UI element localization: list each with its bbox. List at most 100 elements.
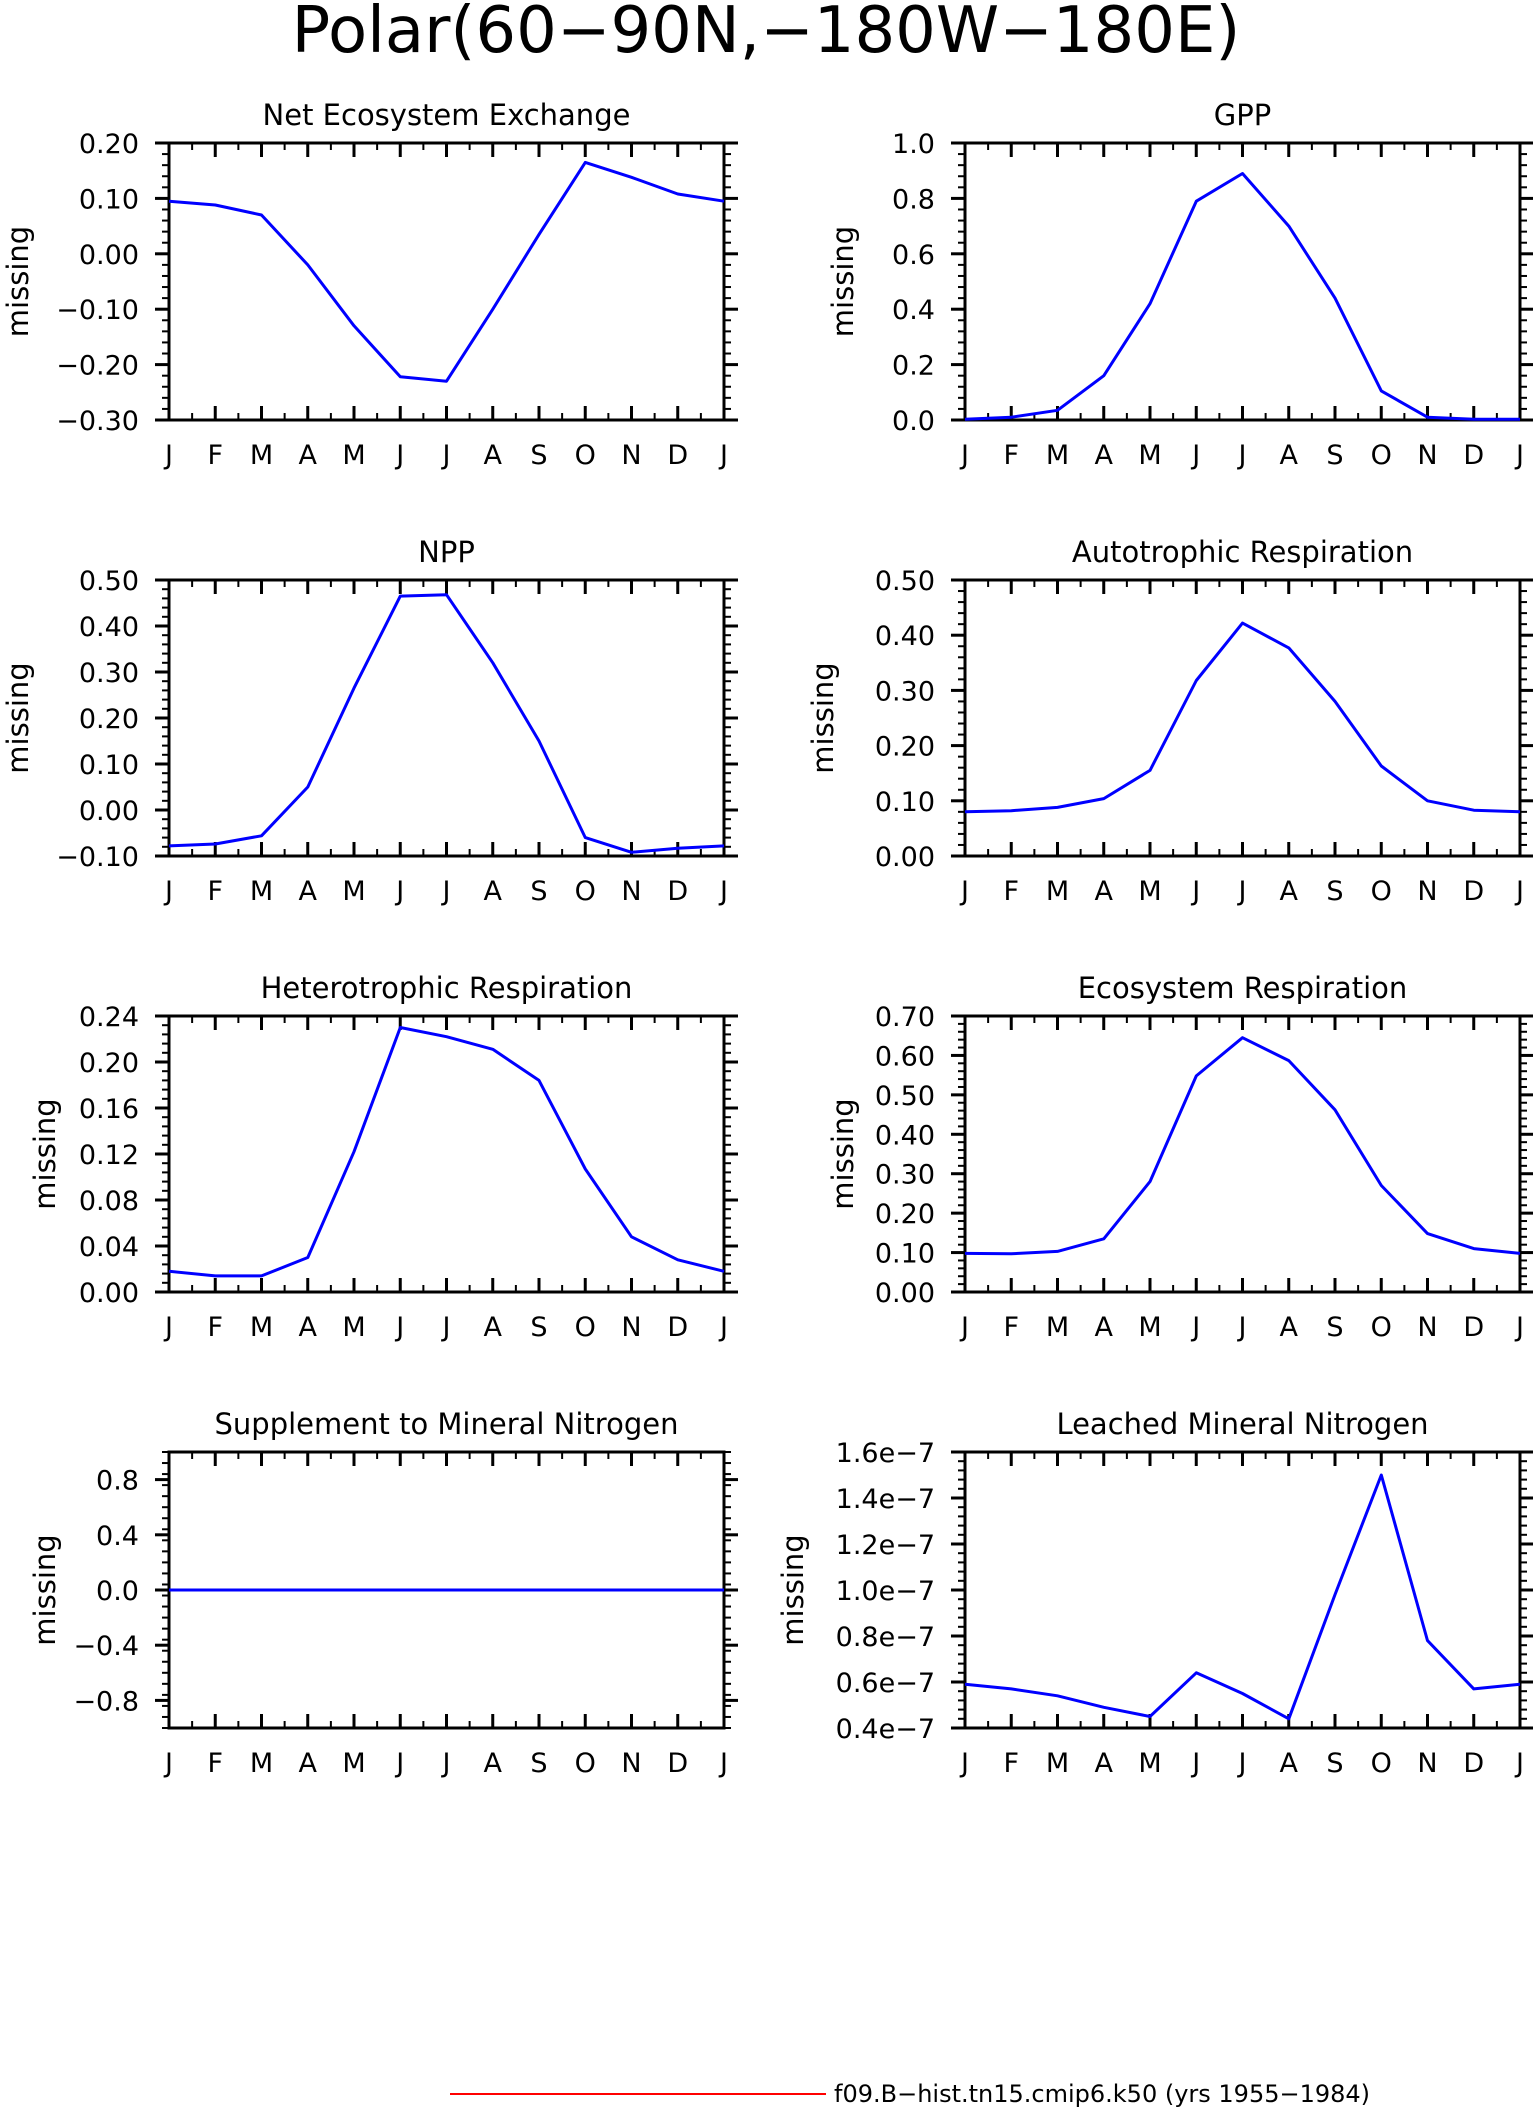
x-tick-label: M xyxy=(250,1748,273,1779)
x-tick-label: J xyxy=(718,1748,728,1779)
x-tick-label: O xyxy=(1371,1312,1392,1343)
y-tick-label: 0.00 xyxy=(79,1278,139,1309)
y-axis-label: missing xyxy=(776,1534,810,1645)
x-tick-label: S xyxy=(530,876,547,907)
x-tick-label: N xyxy=(621,1312,641,1343)
x-tick-label: F xyxy=(1003,1312,1019,1343)
x-tick-label: A xyxy=(299,876,318,907)
y-tick-label: 0.20 xyxy=(875,732,935,763)
x-tick-label: J xyxy=(959,876,969,907)
x-tick-label: D xyxy=(1463,1312,1484,1343)
y-tick-label: 1.0 xyxy=(892,129,935,160)
x-tick-label: N xyxy=(1417,1748,1437,1779)
series-line-1 xyxy=(168,1026,725,1278)
series-line-1 xyxy=(168,160,725,383)
x-tick-label: M xyxy=(342,876,365,907)
y-tick-label: 0.40 xyxy=(79,612,139,643)
x-tick-label: J xyxy=(1514,1312,1524,1343)
x-tick-label: M xyxy=(250,440,273,471)
x-tick-label: J xyxy=(1514,1748,1524,1779)
x-tick-label: A xyxy=(1095,876,1114,907)
series-line-1 xyxy=(964,1473,1521,1721)
plot-frame xyxy=(963,1450,1522,1730)
plot-frame xyxy=(167,1014,726,1294)
x-tick-label: O xyxy=(1371,876,1392,907)
x-tick-label: N xyxy=(621,876,641,907)
y-tick-label: −0.4 xyxy=(73,1631,139,1662)
y-tick-label: 0.50 xyxy=(875,1081,935,1112)
y-tick-label: 0.10 xyxy=(79,184,139,215)
x-tick-label: A xyxy=(1280,1312,1299,1343)
legend: f09.B−hist.tn15.cmip6.k50 (yrs 1955−1984… xyxy=(450,2080,1370,2108)
x-tick-label: D xyxy=(667,1312,688,1343)
x-tick-label: M xyxy=(1046,1312,1069,1343)
x-tick-label: M xyxy=(1046,876,1069,907)
x-tick-label: N xyxy=(621,1748,641,1779)
page-title: Polar(60−90N,−180W−180E) xyxy=(292,0,1241,68)
y-tick-label: 0.8e−7 xyxy=(836,1622,935,1653)
y-tick-label: 0.16 xyxy=(79,1094,139,1125)
x-tick-label: S xyxy=(1326,1312,1343,1343)
x-tick-label: J xyxy=(163,1748,173,1779)
series-line-1 xyxy=(168,593,725,854)
y-axis-label: missing xyxy=(1,226,35,337)
y-tick-label: 0.20 xyxy=(79,1048,139,1079)
y-tick-label: 1.4e−7 xyxy=(836,1484,935,1515)
x-tick-label: J xyxy=(718,440,728,471)
x-tick-label: J xyxy=(441,1748,451,1779)
y-tick-label: 0.08 xyxy=(79,1186,139,1217)
plot-frame xyxy=(963,578,1522,858)
chart-title: Supplement to Mineral Nitrogen xyxy=(215,1407,679,1441)
x-tick-label: S xyxy=(530,1312,547,1343)
x-tick-label: F xyxy=(1003,876,1019,907)
y-tick-label: 0.20 xyxy=(79,704,139,735)
x-tick-label: J xyxy=(441,876,451,907)
x-tick-label: A xyxy=(1280,440,1299,471)
y-tick-label: 0.50 xyxy=(875,566,935,597)
x-tick-label: S xyxy=(530,1748,547,1779)
y-tick-label: 0.00 xyxy=(875,842,935,873)
y-tick-label: 0.40 xyxy=(875,621,935,652)
x-tick-label: S xyxy=(1326,1748,1343,1779)
x-tick-label: J xyxy=(394,1312,404,1343)
x-tick-label: A xyxy=(1095,1312,1114,1343)
x-tick-label: J xyxy=(394,1748,404,1779)
x-tick-label: N xyxy=(1417,1312,1437,1343)
x-tick-label: J xyxy=(718,1312,728,1343)
y-axis-label: missing xyxy=(1,662,35,773)
x-tick-label: J xyxy=(1190,876,1200,907)
y-tick-label: 0.50 xyxy=(79,566,139,597)
y-tick-label: 0.30 xyxy=(875,1160,935,1191)
x-tick-label: S xyxy=(1326,876,1343,907)
x-tick-label: M xyxy=(1046,440,1069,471)
chart-title: Net Ecosystem Exchange xyxy=(263,98,631,132)
x-tick-label: O xyxy=(575,1312,596,1343)
x-tick-label: A xyxy=(1095,1748,1114,1779)
x-tick-label: J xyxy=(1514,440,1524,471)
x-tick-label: J xyxy=(718,876,728,907)
chart-title: GPP xyxy=(1214,98,1271,132)
y-axis-label: missing xyxy=(28,1098,62,1209)
x-tick-label: A xyxy=(484,1748,503,1779)
y-tick-label: −0.20 xyxy=(56,351,139,382)
y-tick-label: 0.60 xyxy=(875,1041,935,1072)
y-tick-label: 0.10 xyxy=(79,750,139,781)
x-tick-label: J xyxy=(394,876,404,907)
x-tick-label: D xyxy=(1463,440,1484,471)
x-tick-label: D xyxy=(667,440,688,471)
x-tick-label: F xyxy=(207,440,223,471)
x-tick-label: J xyxy=(959,440,969,471)
y-tick-label: 0.00 xyxy=(875,1278,935,1309)
x-tick-label: J xyxy=(1237,1312,1247,1343)
x-tick-label: J xyxy=(441,1312,451,1343)
x-tick-label: J xyxy=(163,440,173,471)
x-tick-label: M xyxy=(250,1312,273,1343)
chart-title: NPP xyxy=(418,535,475,569)
y-tick-label: 0.8 xyxy=(892,184,935,215)
x-tick-label: O xyxy=(575,876,596,907)
